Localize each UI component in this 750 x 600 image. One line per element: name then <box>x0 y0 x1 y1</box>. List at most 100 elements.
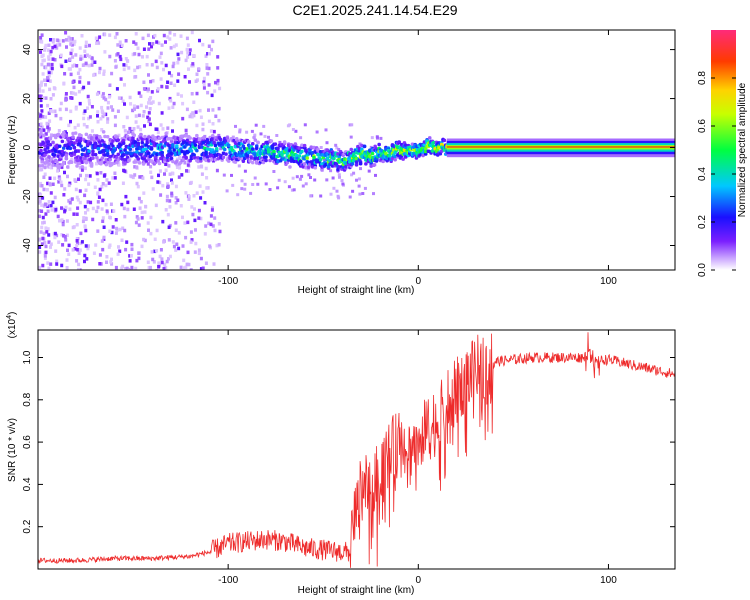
spectrogram-cell <box>185 169 188 173</box>
spectrogram-cell <box>217 118 221 123</box>
spectrogram-cell <box>44 83 47 87</box>
spectrogram-cell <box>157 41 161 45</box>
spectrogram-cell <box>39 148 43 153</box>
spectrogram-cell <box>113 35 117 40</box>
spectrogram-cell <box>69 119 72 124</box>
spectrogram-cell <box>147 111 151 115</box>
spectrogram-cell <box>123 228 127 233</box>
spectrogram-cell <box>120 43 124 48</box>
spectrogram-cell <box>40 164 45 168</box>
spectrogram-cell <box>109 161 114 166</box>
spectrogram-cell <box>75 259 79 263</box>
spectrogram-cell <box>137 52 141 57</box>
spectrogram-x-tick-label: 100 <box>600 276 617 287</box>
spectrogram-cell <box>124 39 128 43</box>
spectrogram-cell <box>84 188 88 192</box>
spectrogram-cell <box>77 89 81 94</box>
spectrogram-cell <box>205 186 209 190</box>
spectrogram-cell <box>139 133 143 137</box>
spectrogram-cell <box>262 145 267 149</box>
spectrogram-cell <box>303 123 307 127</box>
spectrogram-cell <box>83 166 87 171</box>
spectrogram-cell <box>301 165 305 169</box>
spectrogram-cell <box>41 236 45 241</box>
spectrogram-cell <box>124 63 128 68</box>
spectrogram-cell <box>136 157 140 161</box>
spectrogram-cell <box>136 152 140 157</box>
spectrogram-cell <box>71 225 75 230</box>
spectrogram-cell <box>125 240 129 244</box>
spectrogram-cell <box>245 147 250 151</box>
spectrogram-cell <box>211 134 215 138</box>
spectrogram-cell <box>108 33 112 37</box>
spectrogram-cell <box>96 229 100 233</box>
spectrogram-cell <box>135 165 139 169</box>
spectrogram-cell <box>216 66 220 70</box>
spectrogram-cell <box>73 247 77 251</box>
spectrogram-cell <box>424 152 428 156</box>
spectrogram-cell <box>64 238 68 242</box>
spectrogram-cell <box>114 65 118 69</box>
spectrogram-cell <box>209 129 213 133</box>
spectrogram-cell <box>46 140 50 144</box>
spectrogram-cell <box>117 96 121 100</box>
figure-title: C2E1.2025.241.14.54.E29 <box>292 2 457 18</box>
spectrogram-cell <box>168 199 172 203</box>
spectrogram-cell <box>50 66 54 71</box>
spectrogram-cell <box>186 250 190 255</box>
spectrogram-cell <box>69 72 73 77</box>
spectrogram-cell <box>313 178 317 182</box>
spectrogram-cell <box>102 72 106 76</box>
spectrogram-cell <box>207 44 211 48</box>
spectrogram-cell <box>270 146 275 150</box>
spectrogram-cell <box>231 135 235 139</box>
spectrogram-cell <box>40 209 44 213</box>
spectrogram-cell <box>185 138 190 143</box>
spectrogram-cell <box>307 173 311 177</box>
colorbar-tick-label: 0.6 <box>697 119 708 133</box>
spectrogram-cell <box>133 68 137 73</box>
spectrogram-cell <box>113 59 117 63</box>
spectrogram-cell <box>212 150 216 155</box>
spectrogram-cell <box>137 113 141 118</box>
spectrogram-cell <box>56 214 60 219</box>
spectrogram-cell <box>103 153 107 157</box>
spectrogram-cell <box>47 62 51 67</box>
spectrogram-cell <box>91 152 95 157</box>
spectrogram-cell <box>168 37 172 41</box>
spectrogram-cell <box>172 44 176 49</box>
spectrogram-cell <box>323 158 327 162</box>
spectrogram-y-tick-label: -40 <box>22 238 33 253</box>
spectrogram-cell <box>358 192 362 196</box>
spectrogram-cell <box>123 214 127 219</box>
spectrogram-cell <box>123 129 127 133</box>
spectrogram-cell <box>206 90 210 95</box>
spectrogram-cell <box>213 228 217 233</box>
spectrogram-cell <box>210 47 213 52</box>
spectrogram-cell <box>157 136 162 141</box>
spectrogram-cell <box>47 162 51 166</box>
spectrogram-cell <box>120 157 124 161</box>
colorbar: 0.0 0.2 0.4 0.6 0.8 Normalized spectral ampl… <box>697 30 748 277</box>
spectrogram-cell <box>264 182 268 186</box>
spectrogram-cell <box>120 238 124 242</box>
spectrogram-cell <box>64 134 69 138</box>
spectrogram-cell <box>49 242 53 246</box>
spectrogram-cell <box>134 32 138 36</box>
spectrogram-cell <box>60 165 64 169</box>
spectrogram-cell <box>104 202 108 207</box>
spectrogram-cell <box>160 61 164 65</box>
spectrogram-cell <box>282 140 287 144</box>
spectrogram-cell <box>49 49 53 54</box>
spectrogram-cell <box>39 135 43 139</box>
spectrogram-cell <box>42 231 46 236</box>
spectrogram-cell <box>119 57 123 62</box>
spectrogram-cell <box>188 136 192 140</box>
spectrogram-cell <box>87 99 91 103</box>
spectrogram-cell <box>116 152 120 157</box>
spectrogram-cell <box>128 136 132 140</box>
spectrogram-cell <box>51 40 55 44</box>
spectrogram-cell <box>52 143 56 147</box>
spectrogram-cell <box>106 100 110 105</box>
spectrogram-band <box>446 151 675 155</box>
